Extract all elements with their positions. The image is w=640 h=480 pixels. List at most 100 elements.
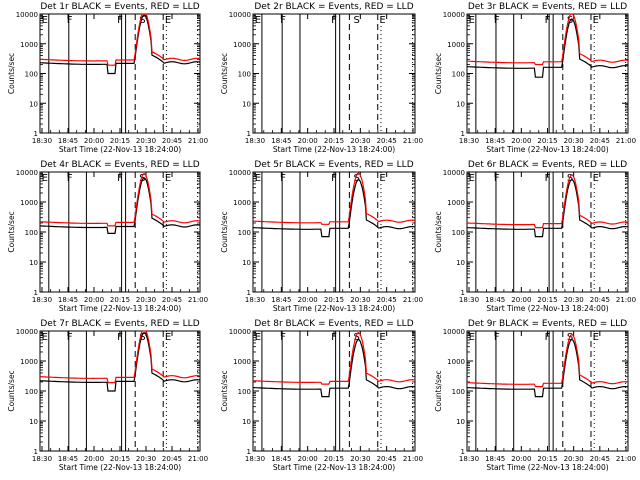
lld-series bbox=[467, 13, 629, 66]
y-axis-label: Counts/sec bbox=[434, 370, 443, 411]
x-tick-label: 20:15 bbox=[324, 455, 344, 463]
x-tick-label: 20:15 bbox=[110, 455, 130, 463]
event-marker-s: S bbox=[354, 173, 360, 184]
lld-series bbox=[39, 13, 201, 66]
x-axis-label: Start Time (22-Nov-13 18:24:00) bbox=[273, 304, 395, 313]
event-marker-s: S bbox=[139, 332, 145, 343]
x-tick-label: 20:30 bbox=[136, 455, 156, 463]
event-marker-f: F bbox=[280, 173, 286, 184]
panel-title: Det 4r BLACK = Events, RED = LLD bbox=[40, 160, 199, 170]
lld-series bbox=[467, 174, 629, 229]
event-marker-e: E bbox=[255, 15, 261, 26]
x-tick-label: 20:45 bbox=[162, 455, 182, 463]
event-marker-f: F bbox=[117, 15, 123, 26]
x-tick-label: 20:15 bbox=[110, 137, 130, 145]
plot-frame bbox=[466, 330, 629, 452]
lld-series bbox=[252, 332, 416, 385]
y-tick-label: 10 bbox=[29, 100, 38, 108]
y-axis-label: Counts/sec bbox=[220, 370, 229, 411]
y-tick-label: 1000 bbox=[233, 41, 251, 49]
x-tick-label: 21:00 bbox=[403, 455, 423, 463]
x-tick-label: 20:45 bbox=[590, 296, 610, 304]
y-tick-label: 1000 bbox=[233, 358, 251, 366]
events-series bbox=[466, 18, 629, 78]
event-marker-f: F bbox=[67, 173, 73, 184]
event-marker-f: F bbox=[494, 15, 500, 26]
panel-title: Det 9r BLACK = Events, RED = LLD bbox=[468, 319, 627, 329]
event-marker-s: S bbox=[354, 332, 360, 343]
x-tick-label: 18:45 bbox=[485, 455, 505, 463]
event-marker-f: F bbox=[331, 332, 337, 343]
x-tick-label: 20:15 bbox=[537, 137, 557, 145]
y-tick-label: 10 bbox=[242, 100, 251, 108]
y-tick-label: 10 bbox=[456, 259, 465, 267]
x-tick-label: 20:15 bbox=[324, 137, 344, 145]
y-tick-label: 10000 bbox=[16, 11, 38, 19]
x-tick-label: 21:00 bbox=[403, 137, 423, 145]
events-series bbox=[466, 178, 629, 238]
y-axis-label: Counts/sec bbox=[220, 53, 229, 94]
events-series bbox=[253, 338, 416, 398]
x-tick-label: 20:45 bbox=[590, 455, 610, 463]
y-tick-label: 1 bbox=[461, 130, 465, 138]
y-tick-label: 10 bbox=[242, 418, 251, 426]
x-tick-label: 20:00 bbox=[511, 137, 531, 145]
x-tick-label: 20:30 bbox=[350, 137, 370, 145]
y-tick-label: 1 bbox=[461, 289, 465, 297]
x-tick-label: 20:45 bbox=[377, 455, 397, 463]
x-tick-label: 18:45 bbox=[271, 296, 291, 304]
x-tick-label: 18:30 bbox=[459, 137, 479, 145]
y-tick-label: 100 bbox=[25, 71, 38, 79]
panel-title: Det 7r BLACK = Events, RED = LLD bbox=[40, 319, 199, 329]
event-marker-f: F bbox=[117, 173, 123, 184]
y-tick-label: 100 bbox=[238, 229, 251, 237]
x-tick-label: 20:45 bbox=[590, 137, 610, 145]
x-axis-label: Start Time (22-Nov-13 18:24:00) bbox=[59, 304, 181, 313]
y-tick-label: 10 bbox=[29, 259, 38, 267]
plot-panel-2: Det 2r BLACK = Events, RED = LLD 1 10 100 10… bbox=[220, 2, 423, 154]
y-tick-label: 1000 bbox=[20, 199, 38, 207]
event-marker-f: F bbox=[280, 15, 286, 26]
x-tick-label: 18:30 bbox=[245, 137, 265, 145]
event-marker-e: E bbox=[42, 332, 48, 343]
x-tick-label: 20:00 bbox=[298, 455, 318, 463]
panel-title: Det 1r BLACK = Events, RED = LLD bbox=[40, 2, 199, 12]
plot-panel-7: Det 7r BLACK = Events, RED = LLD 1 10 100 10… bbox=[7, 319, 208, 472]
plot-panel-4: Det 4r BLACK = Events, RED = LLD 1 10 100 10… bbox=[7, 160, 208, 313]
plot-frame bbox=[39, 330, 201, 452]
event-marker-f: F bbox=[545, 332, 551, 343]
x-tick-label: 20:45 bbox=[377, 296, 397, 304]
y-tick-label: 100 bbox=[25, 229, 38, 237]
y-tick-label: 10 bbox=[242, 259, 251, 267]
y-tick-label: 100 bbox=[238, 388, 251, 396]
event-marker-e: E bbox=[469, 15, 475, 26]
x-tick-label: 20:30 bbox=[350, 455, 370, 463]
event-marker-s: S bbox=[139, 173, 145, 184]
x-tick-label: 21:00 bbox=[616, 296, 636, 304]
x-axis-label: Start Time (22-Nov-13 18:24:00) bbox=[273, 463, 395, 472]
y-tick-label: 10 bbox=[456, 100, 465, 108]
event-marker-e: E bbox=[255, 173, 261, 184]
event-marker-f: F bbox=[67, 332, 73, 343]
x-tick-label: 20:30 bbox=[350, 296, 370, 304]
x-tick-label: 20:00 bbox=[84, 296, 104, 304]
y-tick-label: 1 bbox=[34, 448, 38, 456]
x-tick-label: 18:30 bbox=[245, 296, 265, 304]
event-marker-f: F bbox=[67, 15, 73, 26]
x-tick-label: 21:00 bbox=[616, 455, 636, 463]
event-marker-f: F bbox=[331, 173, 337, 184]
panel-title: Det 3r BLACK = Events, RED = LLD bbox=[468, 2, 627, 12]
events-series bbox=[40, 177, 201, 234]
event-marker-f: F bbox=[545, 15, 551, 26]
x-tick-label: 20:30 bbox=[564, 455, 584, 463]
y-axis-label: Counts/sec bbox=[220, 211, 229, 252]
plot-panel-8: Det 8r BLACK = Events, RED = LLD 1 10 100 10… bbox=[220, 319, 423, 472]
event-marker-e: E bbox=[593, 15, 599, 26]
y-tick-label: 10000 bbox=[229, 11, 251, 19]
event-marker-s: S bbox=[567, 173, 573, 184]
event-marker-f: F bbox=[117, 332, 123, 343]
y-tick-label: 10000 bbox=[229, 328, 251, 336]
panel-title: Det 5r BLACK = Events, RED = LLD bbox=[254, 160, 413, 170]
x-tick-label: 18:30 bbox=[459, 296, 479, 304]
x-tick-label: 18:45 bbox=[58, 296, 78, 304]
